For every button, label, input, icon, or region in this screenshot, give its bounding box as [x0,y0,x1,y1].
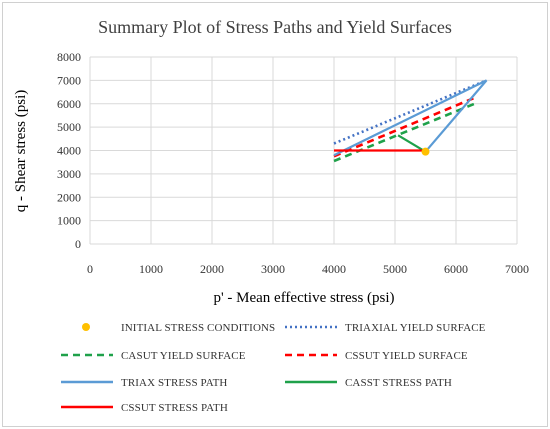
y-tick-label: 5000 [57,120,81,134]
y-tick-label: 6000 [57,97,81,111]
legend-swatch-initial-stress-conditions [82,323,90,331]
x-tick-label: 7000 [505,262,529,276]
chart-title: Summary Plot of Stress Paths and Yield S… [98,17,452,37]
x-tick-label: 0 [87,262,93,276]
x-tick-label: 3000 [261,262,285,276]
x-tick-label: 1000 [139,262,163,276]
legend-label-initial-stress-conditions: INITIAL STRESS CONDITIONS [121,322,275,334]
y-axis-label: q - Shear stress (psi) [13,90,29,212]
x-axis-label: p' - Mean effective stress (psi) [213,290,394,306]
legend: INITIAL STRESS CONDITIONS TRIAXIAL YIELD … [61,322,486,414]
x-tick-label: 5000 [383,262,407,276]
y-tick-label: 2000 [57,190,81,204]
legend-label-triax-stress-path: TRIAX STRESS PATH [121,377,227,389]
legend-label-cssut-yield-surface: CSSUT YIELD SURFACE [345,350,468,362]
series-group [333,79,488,163]
series-triaxial-yield-surface [333,79,487,145]
y-tick-label: 1000 [57,214,81,228]
legend-label-cssut-stress-path: CSSUT STRESS PATH [121,402,228,414]
chart-svg: Summary Plot of Stress Paths and Yield S… [13,17,529,414]
grid-lines [89,56,518,245]
x-tick-label: 6000 [444,262,468,276]
series-triax-stress-path [333,79,488,157]
point-initial-stress-conditions [421,147,430,156]
y-tick-labels: 0 1000 2000 3000 4000 5000 6000 7000 8000 [57,50,81,251]
y-tick-label: 3000 [57,167,81,181]
y-tick-label: 4000 [57,144,81,158]
y-tick-label: 7000 [57,73,81,87]
legend-label-casut-yield-surface: CASUT YIELD SURFACE [121,350,246,362]
y-tick-label: 0 [75,237,81,251]
x-tick-label: 4000 [322,262,346,276]
y-tick-label: 8000 [57,50,81,64]
x-tick-labels: 0 1000 2000 3000 4000 5000 6000 7000 [87,262,529,276]
legend-label-triaxial-yield-surface: TRIAXIAL YIELD SURFACE [345,322,486,334]
series-casst-stress-path [397,134,427,153]
legend-label-casst-stress-path: CASST STRESS PATH [345,377,452,389]
x-tick-label: 2000 [200,262,224,276]
series-cssut-yield-surface [333,96,475,158]
